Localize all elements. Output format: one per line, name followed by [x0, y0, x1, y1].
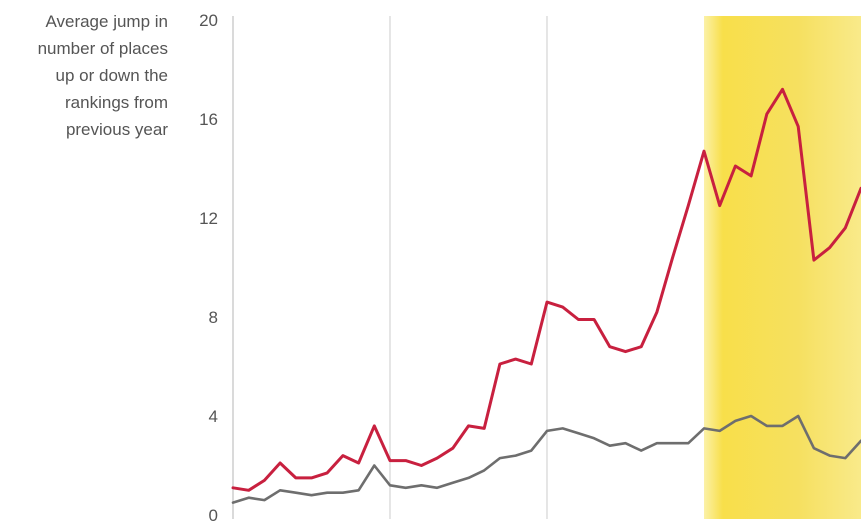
- series-1-point: [577, 318, 580, 321]
- y-tick-label-12: 12: [199, 209, 218, 228]
- series-1-point: [671, 256, 674, 259]
- series-1-point: [640, 345, 643, 348]
- series-2-point: [640, 449, 643, 452]
- y-axis-label-line-1: Average jump in: [45, 12, 168, 31]
- series-2-point: [655, 442, 658, 445]
- series-2-point: [483, 469, 486, 472]
- series-2-point: [561, 427, 564, 430]
- series-2: [231, 414, 861, 504]
- series-2-point: [247, 496, 250, 499]
- series-2-point: [844, 457, 847, 460]
- series-1-point: [498, 363, 501, 366]
- series-2-point: [812, 447, 815, 450]
- series-2-point: [341, 491, 344, 494]
- series-2-point: [718, 429, 721, 432]
- series-1-point: [467, 424, 470, 427]
- series-2-point: [608, 444, 611, 447]
- series-2-point: [734, 419, 737, 422]
- series-1-point: [765, 113, 768, 116]
- y-axis-label: Average jump in number of places up or d…: [38, 12, 169, 139]
- series-2-point: [750, 415, 753, 417]
- highlight-band: [704, 16, 861, 519]
- series-1-point: [263, 479, 266, 482]
- y-tick-label-4: 4: [209, 407, 218, 426]
- vertical-gridlines: [389, 16, 548, 519]
- series-2-point: [357, 489, 360, 492]
- series-2-point: [828, 454, 831, 457]
- series-1-point: [326, 471, 329, 474]
- series-1-point: [389, 459, 391, 462]
- series-2-point: [404, 486, 407, 489]
- series-1-point: [593, 318, 596, 321]
- y-tick-label-20: 20: [199, 11, 218, 30]
- series-1-point: [608, 345, 611, 348]
- series-1-point: [294, 476, 297, 479]
- series-1-point: [624, 350, 627, 353]
- series-2-point: [232, 501, 234, 504]
- series-1-point: [232, 486, 234, 489]
- series-1-point: [687, 204, 690, 207]
- series-2-point: [373, 464, 376, 467]
- series-2-point: [263, 499, 266, 502]
- series-1-point: [373, 424, 376, 427]
- series-1-point: [655, 311, 658, 314]
- series-layer: [231, 87, 861, 504]
- series-1-point: [734, 165, 737, 168]
- series-2-point: [514, 454, 517, 457]
- series-2-point: [687, 442, 690, 445]
- series-1-point: [703, 150, 705, 153]
- series-2-point: [781, 424, 784, 427]
- series-2-point: [310, 494, 313, 497]
- series-1-point: [357, 462, 360, 465]
- series-1-point: [530, 363, 533, 366]
- series-2-point: [467, 476, 470, 479]
- y-axis-label-line-5: previous year: [66, 120, 168, 139]
- y-tick-label-0: 0: [209, 506, 218, 523]
- series-2-point: [765, 424, 768, 427]
- series-2-point: [294, 491, 297, 494]
- series-1-point: [404, 459, 407, 462]
- series-1-point: [341, 454, 344, 457]
- series-2-point: [671, 442, 674, 445]
- series-1-point: [812, 259, 815, 262]
- series-1-point: [797, 125, 800, 128]
- series-1-point: [514, 358, 517, 361]
- series-1-point: [247, 489, 250, 492]
- series-2-point: [546, 429, 548, 432]
- y-tick-labels: 0 4 8 12 16 20: [199, 11, 218, 523]
- series-1-point: [279, 462, 282, 465]
- series-1-point: [420, 464, 423, 467]
- series-1-point: [844, 226, 847, 229]
- series-2-point: [389, 484, 391, 487]
- series-1-point: [561, 306, 564, 309]
- series-1-point: [310, 476, 313, 479]
- y-axis-label-line-2: number of places: [38, 39, 168, 58]
- series-2-point: [498, 457, 501, 460]
- series-2-point: [279, 489, 282, 492]
- series-2-point: [436, 486, 439, 489]
- series-2-point: [420, 484, 423, 487]
- y-axis-label-line-3: up or down the: [56, 66, 168, 85]
- series-1-point: [451, 447, 454, 450]
- series-1-point: [718, 204, 721, 207]
- series-2-point: [703, 427, 705, 430]
- series-1-point: [750, 174, 753, 177]
- series-1-point: [781, 88, 784, 91]
- series-1-point: [828, 246, 831, 249]
- series-1-point: [483, 427, 486, 430]
- series-2-point: [797, 415, 800, 417]
- series-2-point: [451, 481, 454, 484]
- series-2-point: [326, 491, 329, 494]
- series-2-point: [577, 432, 580, 435]
- y-tick-label-8: 8: [209, 308, 218, 327]
- y-axis-label-line-4: rankings from: [65, 93, 168, 112]
- series-2-point: [624, 442, 627, 445]
- series-2-point: [593, 437, 596, 440]
- series-2-point: [530, 449, 533, 452]
- series-1-point: [546, 301, 548, 304]
- series-1-point: [436, 457, 439, 460]
- y-tick-label-16: 16: [199, 110, 218, 129]
